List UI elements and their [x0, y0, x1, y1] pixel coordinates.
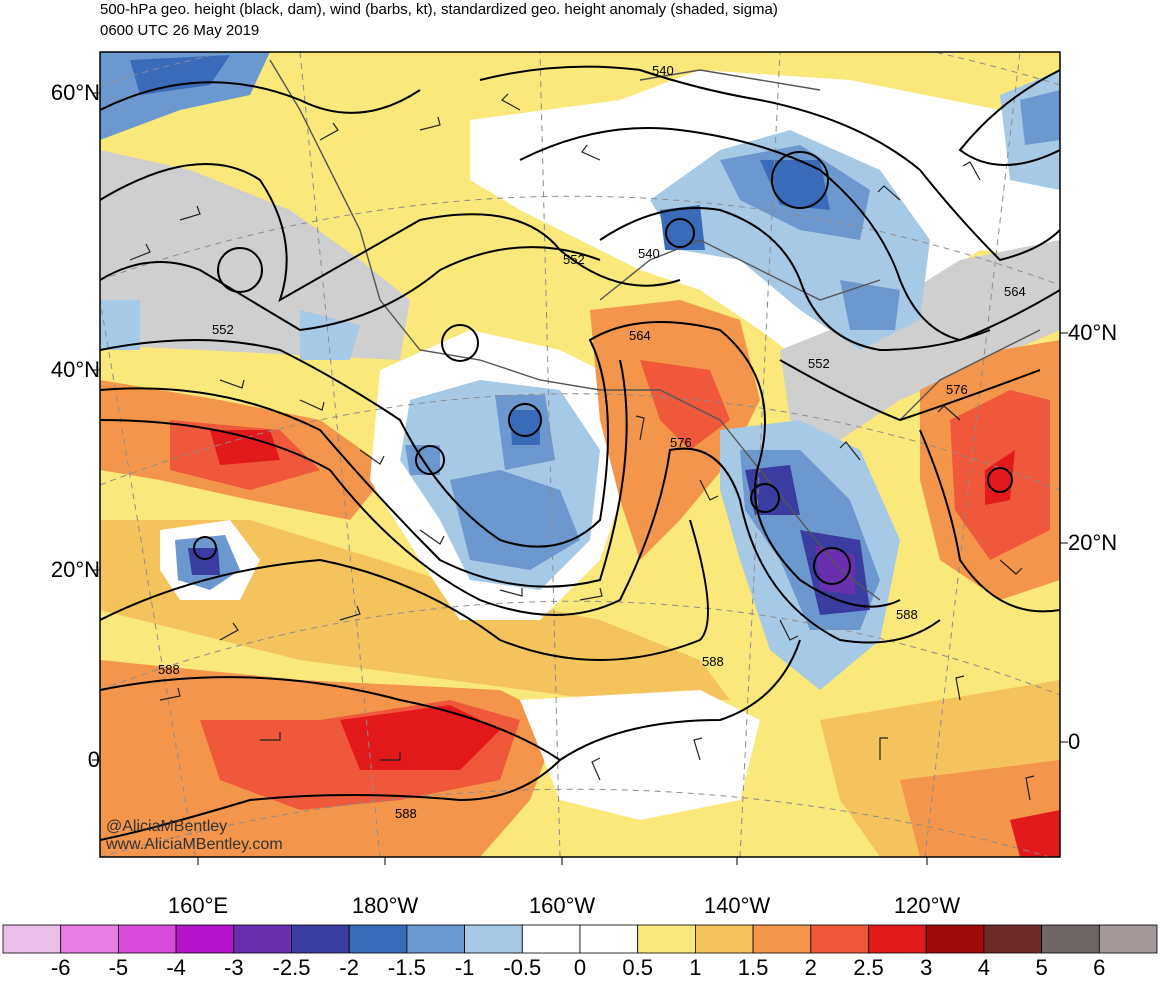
lon-label-140w: 140°W — [703, 893, 771, 918]
contour-label: 552 — [212, 322, 234, 337]
credit-website: www.AliciaMBentley.com — [106, 836, 283, 853]
colorbar-tick-label: 3 — [920, 955, 933, 980]
map-title: 500-hPa geo. height (black, dam), wind (… — [100, 1, 778, 18]
colorbar-tick-label: 2.5 — [853, 955, 884, 980]
colorbar-tick-label: -5 — [108, 955, 129, 980]
colorbar-swatch — [464, 924, 523, 954]
credit-handle: @AliciaMBentley — [106, 818, 228, 835]
contour-label: 564 — [1004, 284, 1026, 299]
contour-label: 552 — [563, 252, 585, 267]
lat-label-0: 0 — [87, 747, 100, 772]
contour-label: 588 — [896, 607, 918, 622]
colorbar-tick-label: 0 — [573, 955, 587, 980]
height-contours — [100, 65, 1060, 841]
map-frame — [99, 51, 1061, 858]
colorbar-swatch — [695, 924, 754, 954]
lat-label-right-40n: 40°N — [1068, 320, 1118, 345]
colorbar-tick-label: 1.5 — [737, 955, 769, 980]
map-valid-time: 0600 UTC 26 May 2019 — [100, 22, 260, 39]
contour-label: 540 — [638, 246, 660, 261]
lat-label-right-0: 0 — [1068, 729, 1081, 754]
colorbar-tick-label: -1 — [454, 955, 475, 980]
colorbar-swatch — [1041, 924, 1100, 954]
colorbar-swatch — [175, 924, 235, 954]
lat-label-60n: 60°N — [50, 80, 100, 105]
contour-label: 564 — [629, 328, 651, 343]
lon-label-120w: 120°W — [893, 893, 961, 918]
contour-label: 576 — [670, 435, 692, 450]
colorbar-tick-label: -2 — [339, 955, 359, 980]
colorbar-swatch — [868, 924, 927, 954]
colorbar-swatch — [521, 924, 581, 954]
colorbar-swatch — [291, 924, 350, 954]
colorbar-tick-label: 4 — [977, 955, 991, 980]
contour-label: 588 — [702, 654, 724, 669]
colorbar-tick-label: -3 — [224, 955, 244, 980]
frame-ticks — [92, 92, 1068, 865]
colorbar-swatch — [579, 924, 639, 954]
colorbar-tick-label: -2.5 — [272, 955, 311, 980]
lon-label-180w: 180°W — [351, 893, 419, 918]
colorbar-tick-label: -4 — [166, 955, 186, 980]
colorbar-tick-label: -1.5 — [387, 955, 426, 980]
colorbar-swatch — [348, 924, 408, 954]
colorbar-swatch — [60, 924, 119, 954]
colorbar-tick-label: 5 — [1035, 955, 1048, 980]
colorbar-tick-label: -0.5 — [503, 955, 542, 980]
colorbar — [2, 924, 1158, 954]
lon-label-160w: 160°W — [528, 893, 596, 918]
lon-label-160e: 160°E — [167, 893, 229, 918]
colorbar-swatch — [810, 924, 869, 954]
wind-barbs — [129, 93, 1035, 801]
contour-label: 540 — [652, 63, 674, 78]
colorbar-swatch — [406, 924, 465, 954]
contour-label: 576 — [946, 382, 968, 397]
colorbar-tick-label: 2 — [804, 955, 817, 980]
contour-label: 588 — [395, 806, 417, 821]
colorbar-swatch — [2, 924, 62, 954]
contour-label: 552 — [808, 356, 830, 371]
anomaly-shading — [100, 52, 1060, 857]
colorbar-swatch — [637, 924, 696, 954]
lat-label-20n: 20°N — [50, 557, 100, 582]
contour-label: 588 — [158, 662, 180, 677]
colorbar-swatch — [118, 924, 177, 954]
lat-label-40n: 40°N — [50, 357, 100, 382]
colorbar-swatch — [1098, 924, 1158, 954]
colorbar-tick-label: 0.5 — [622, 955, 653, 980]
coastlines — [269, 59, 1041, 601]
colorbar-swatch — [925, 924, 985, 954]
colorbar-swatch — [983, 924, 1043, 954]
lat-label-right-20n: 20°N — [1068, 530, 1118, 555]
colorbar-swatch — [233, 924, 292, 954]
colorbar-tick-label: 1 — [689, 955, 702, 980]
colorbar-tick-label: 6 — [1093, 955, 1106, 980]
colorbar-swatch — [752, 924, 812, 954]
colorbar-tick-label: -6 — [50, 955, 71, 980]
